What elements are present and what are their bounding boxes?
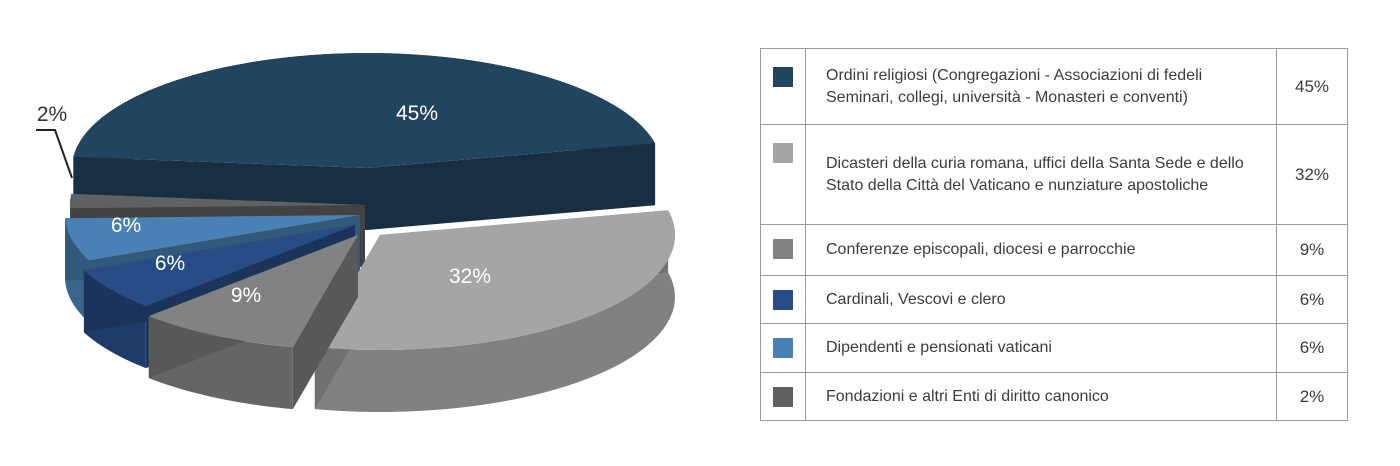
legend-label: Conferenze episcopali, diocesi e parrocc…	[805, 224, 1277, 276]
slice-label-32: 32%	[449, 265, 491, 288]
slice-top	[314, 210, 675, 350]
legend-label: Fondazioni e altri Enti di diritto canon…	[805, 372, 1277, 421]
slice-top	[73, 52, 656, 169]
slice-top	[70, 193, 366, 209]
legend-value: 2%	[1276, 372, 1348, 421]
legend-table: Ordini religiosi (Congregazioni - Associ…	[760, 48, 1348, 421]
legend-swatch	[773, 239, 793, 259]
pie-slice	[314, 210, 675, 412]
legend-row: Cardinali, Vescovi e clero 6%	[760, 275, 1348, 324]
legend-label: Ordini religiosi (Congregazioni - Associ…	[805, 48, 1277, 125]
slice-label-45: 45%	[396, 102, 438, 125]
legend-label: Dipendenti e pensionati vaticani	[805, 323, 1277, 373]
slice-top	[83, 225, 355, 307]
legend-label: Dicasteri della curia romana, uffici del…	[805, 124, 1277, 225]
legend-value: 32%	[1276, 124, 1348, 225]
slice-top	[148, 235, 358, 348]
legend-row: Dipendenti e pensionati vaticani 6%	[760, 323, 1348, 373]
legend-row: Ordini religiosi (Congregazioni - Associ…	[760, 48, 1348, 125]
slice-side	[314, 210, 675, 412]
legend-value: 45%	[1276, 48, 1348, 125]
slice-label-9: 9%	[231, 284, 261, 307]
legend-label: Cardinali, Vescovi e clero	[805, 275, 1277, 324]
pie-slices	[65, 52, 675, 412]
legend-swatch	[773, 387, 793, 407]
slice-label-6-dipendenti: 6%	[111, 214, 141, 237]
slice-label-2: 2%	[37, 103, 67, 126]
legend-value: 6%	[1276, 323, 1348, 373]
legend-row: Conferenze episcopali, diocesi e parrocc…	[760, 224, 1348, 276]
slice-top	[65, 215, 360, 261]
legend-swatch	[773, 67, 793, 87]
slice-cut-face	[367, 143, 656, 230]
slice-label-6-cardinali: 6%	[155, 252, 185, 275]
pie-chart: 45% 32% 9% 6% 6% 2%	[36, 52, 675, 412]
leader-line-2pct	[36, 129, 73, 179]
legend-row: Dicasteri della curia romana, uffici del…	[760, 124, 1348, 225]
legend-row: Fondazioni e altri Enti di diritto canon…	[760, 372, 1348, 421]
slice-cut-face	[83, 225, 355, 333]
legend-swatch	[773, 143, 793, 163]
legend-value: 9%	[1276, 224, 1348, 276]
pie-slice	[148, 235, 358, 410]
legend-swatch	[773, 338, 793, 358]
legend-value: 6%	[1276, 275, 1348, 324]
legend-swatch	[773, 290, 793, 310]
